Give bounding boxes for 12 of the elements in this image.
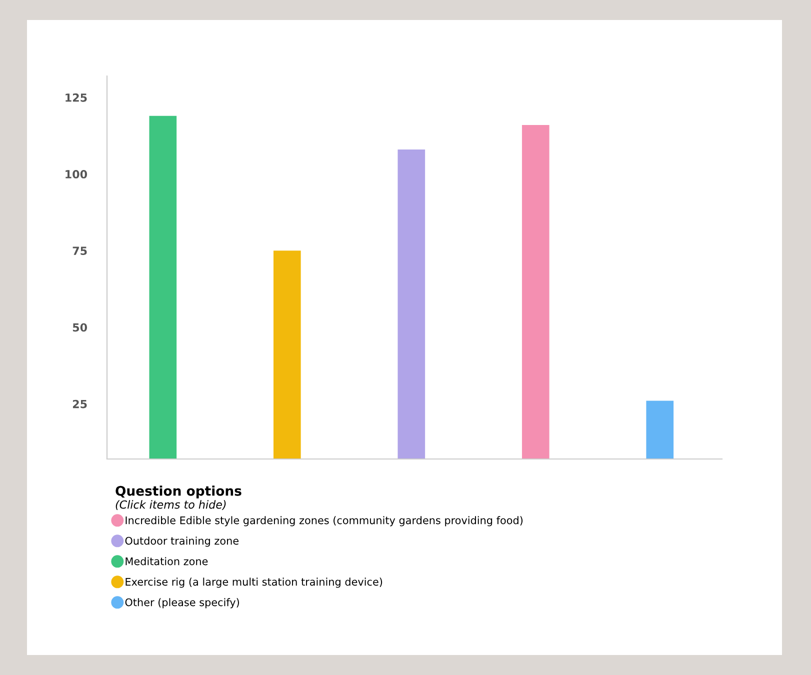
legend-label: Outdoor training zone (125, 536, 239, 547)
text: (Click items to hide) (116, 500, 226, 510)
y-tick-label: 100 (66, 170, 88, 178)
legend-label: Exercise rig (a large multi station training device) (126, 578, 382, 588)
legend-label: Other (please specify) (125, 598, 239, 608)
y-tick-label: 75 (72, 246, 87, 256)
legend-title: Question options (116, 486, 242, 498)
legend-label: Meditation zone (126, 557, 208, 566)
y-tick-label: 50 (72, 323, 88, 332)
y-tick-label: 25 (72, 400, 87, 408)
y-tick-label: 125 (66, 93, 87, 102)
legend-label: Incredible Edible style gardening zones (community gardens providing food) (126, 516, 523, 526)
